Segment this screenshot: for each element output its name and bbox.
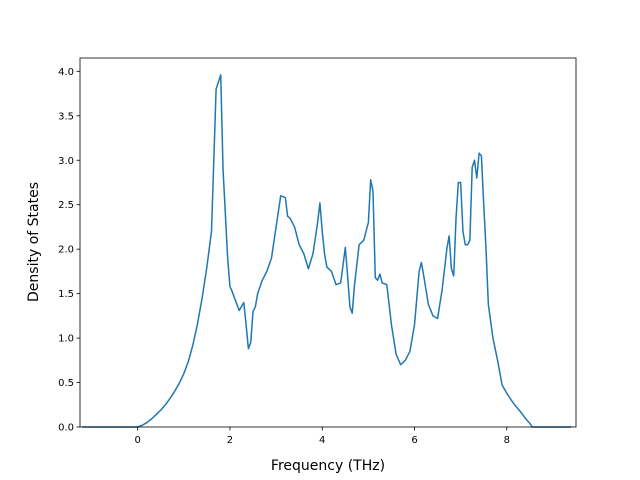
y-tick-label: 0.5 xyxy=(58,378,74,389)
plot-area xyxy=(82,74,572,428)
y-tick-label: 3.5 xyxy=(58,111,74,122)
y-tick-label: 1.0 xyxy=(58,334,74,345)
axes-frame xyxy=(79,57,577,428)
y-tick-label: 1.5 xyxy=(58,289,74,300)
y-axis: 0.0 0.5 1.0 1.5 2.0 2.5 3.0 3.5 4.0 xyxy=(58,67,80,434)
y-tick-label: 4.0 xyxy=(58,67,74,78)
x-tick-label: 6 xyxy=(411,435,417,446)
y-tick-label: 0.0 xyxy=(58,423,74,434)
x-tick-label: 8 xyxy=(504,435,510,446)
x-tick-label: 2 xyxy=(227,435,233,446)
x-axis-label: Frequency (THz) xyxy=(271,458,385,474)
y-axis-label: Density of States xyxy=(26,182,42,302)
y-tick-label: 2.5 xyxy=(58,200,74,211)
y-tick-label: 2.0 xyxy=(58,245,74,256)
x-tick-label: 0 xyxy=(134,435,140,446)
dos-series-line xyxy=(82,74,572,428)
x-tick-label: 4 xyxy=(319,435,325,446)
y-tick-label: 3.0 xyxy=(58,156,74,167)
x-axis: 0 2 4 6 8 xyxy=(134,427,510,446)
